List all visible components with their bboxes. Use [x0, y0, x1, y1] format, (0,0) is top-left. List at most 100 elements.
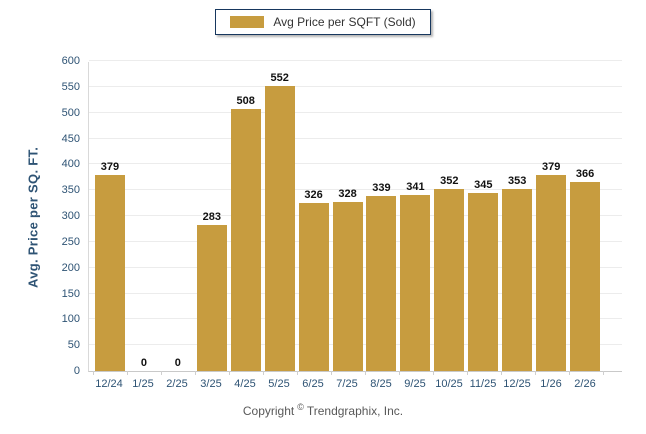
- bar: [332, 201, 363, 371]
- gridline-600: [89, 60, 622, 61]
- gridline-450: [89, 137, 622, 139]
- bar: [196, 224, 227, 371]
- y-axis-tick-labels: 0 50 100 150 200 250 300 350 400 450 500 550 600: [0, 56, 80, 377]
- y-tick-label-400: 400: [61, 158, 80, 171]
- legend-row: Avg Price per SQFT (Sold): [0, 9, 646, 35]
- bar-value-label: 339: [372, 181, 391, 194]
- x-tick-label-12/25: 12/25: [503, 378, 531, 390]
- y-tick-label-600: 600: [61, 55, 80, 67]
- x-axis-tick: [161, 371, 162, 375]
- x-tick-label-7/25: 7/25: [336, 378, 358, 390]
- legend: Avg Price per SQFT (Sold): [215, 9, 431, 35]
- bar-value-label: 328: [338, 187, 357, 200]
- x-axis-tick: [365, 371, 366, 375]
- y-tick-label-350: 350: [61, 184, 80, 197]
- bar-value-label: 345: [474, 178, 493, 191]
- bar-slot-2/26: 366: [568, 62, 602, 371]
- bar-slot-3/25: 283: [195, 62, 229, 371]
- x-axis-tick: [603, 371, 604, 375]
- y-tick-label-550: 550: [61, 80, 80, 93]
- bar-value-label: 0: [174, 357, 181, 369]
- gridline-500: [89, 111, 622, 113]
- x-tick-label-4/25: 4/25: [234, 378, 256, 390]
- bar: [434, 189, 465, 371]
- bar: [536, 175, 567, 371]
- bar-slot-1/26: 379: [534, 62, 568, 371]
- y-tick-label-100: 100: [61, 313, 80, 326]
- legend-label: Avg Price per SQFT (Sold): [273, 15, 416, 29]
- bar-slot-4/25: 508: [229, 62, 263, 371]
- x-axis-tick: [263, 371, 264, 375]
- gridline-350: [89, 189, 622, 191]
- y-tick-label-150: 150: [61, 287, 80, 300]
- x-axis-tick: [195, 371, 196, 375]
- bar-value-label: 0: [140, 357, 147, 369]
- x-tick-label-8/25: 8/25: [370, 378, 392, 390]
- y-tick-label-50: 50: [67, 339, 80, 352]
- x-tick-label-3/25: 3/25: [200, 378, 222, 390]
- gridline-400: [89, 163, 622, 165]
- x-tick-label-10/25: 10/25: [435, 378, 463, 390]
- bar-slot-7/25: 328: [331, 62, 365, 371]
- x-axis-tick: [229, 371, 230, 375]
- gridline-550: [89, 85, 622, 87]
- bar: [230, 108, 261, 371]
- copyright-company: Trendgraphix, Inc.: [306, 404, 404, 418]
- x-tick-label-1/26: 1/26: [540, 378, 562, 390]
- bar-value-label: 353: [508, 174, 527, 187]
- copyright-line: Copyright © Trendgraphix, Inc.: [0, 402, 646, 418]
- bar-slot-10/25: 352: [432, 62, 466, 371]
- y-tick-label-450: 450: [61, 132, 80, 145]
- bar-slot-11/25: 345: [466, 62, 500, 371]
- x-axis-tick: [535, 371, 536, 375]
- bar-value-label: 352: [440, 175, 459, 188]
- bar: [94, 175, 125, 371]
- bar: [298, 202, 329, 371]
- bar-value-label: 283: [202, 210, 221, 223]
- plot-area: 379 0 0 283 508 552 326 328 339 341 352 345 353 379 36…: [88, 60, 622, 375]
- bar: [366, 195, 397, 371]
- x-axis-tick: [467, 371, 468, 375]
- x-axis-tick: [501, 371, 502, 375]
- bar: [400, 194, 431, 371]
- y-tick-label-250: 250: [61, 235, 80, 248]
- y-tick-label-500: 500: [61, 106, 80, 119]
- bar-value-label: 508: [236, 94, 255, 107]
- x-tick-label-11/25: 11/25: [469, 378, 497, 390]
- x-tick-label-6/25: 6/25: [302, 378, 324, 390]
- x-axis-tick: [297, 371, 298, 375]
- x-axis-tick: [127, 371, 128, 375]
- bar-value-label: 552: [270, 71, 289, 84]
- copyright-symbol: ©: [297, 402, 304, 412]
- x-tick-label-5/25: 5/25: [268, 378, 290, 390]
- bar-slot-5/25: 552: [263, 62, 297, 371]
- bar-slot-12/25: 353: [500, 62, 534, 371]
- y-tick-label-0: 0: [73, 365, 80, 377]
- x-axis-tick: [331, 371, 332, 375]
- bar-slot-12/24: 379: [93, 62, 127, 371]
- x-tick-label-12/24: 12/24: [95, 378, 123, 390]
- x-axis-tick: [93, 371, 94, 375]
- bar-slot-2/25: 0: [161, 62, 195, 371]
- y-tick-label-300: 300: [61, 210, 80, 222]
- y-tick-label-200: 200: [61, 261, 80, 274]
- bar-series: 379 0 0 283 508 552 326 328 339 341 352 345 353 379 36…: [89, 62, 622, 371]
- copyright-prefix: Copyright: [242, 404, 295, 418]
- bar: [502, 188, 533, 371]
- x-tick-label-9/25: 9/25: [404, 378, 426, 390]
- bar-slot-6/25: 326: [297, 62, 331, 371]
- bar-value-label: 326: [304, 188, 323, 201]
- bar-value-label: 379: [541, 161, 561, 174]
- legend-swatch: [230, 16, 265, 28]
- x-axis-tick: [399, 371, 400, 375]
- bar: [570, 181, 601, 371]
- x-tick-label-2/26: 2/26: [574, 378, 596, 390]
- x-tick-label-1/25: 1/25: [132, 378, 154, 390]
- x-axis-tick: [569, 371, 570, 375]
- bar: [264, 85, 295, 371]
- bar-value-label: 341: [406, 180, 425, 193]
- bar-value-label: 366: [575, 167, 595, 180]
- x-tick-label-2/25: 2/25: [166, 378, 188, 390]
- x-axis-labels: 12/24 1/25 2/25 3/25 4/25 5/25 6/25 7/25 8/25 9/2…: [88, 378, 622, 390]
